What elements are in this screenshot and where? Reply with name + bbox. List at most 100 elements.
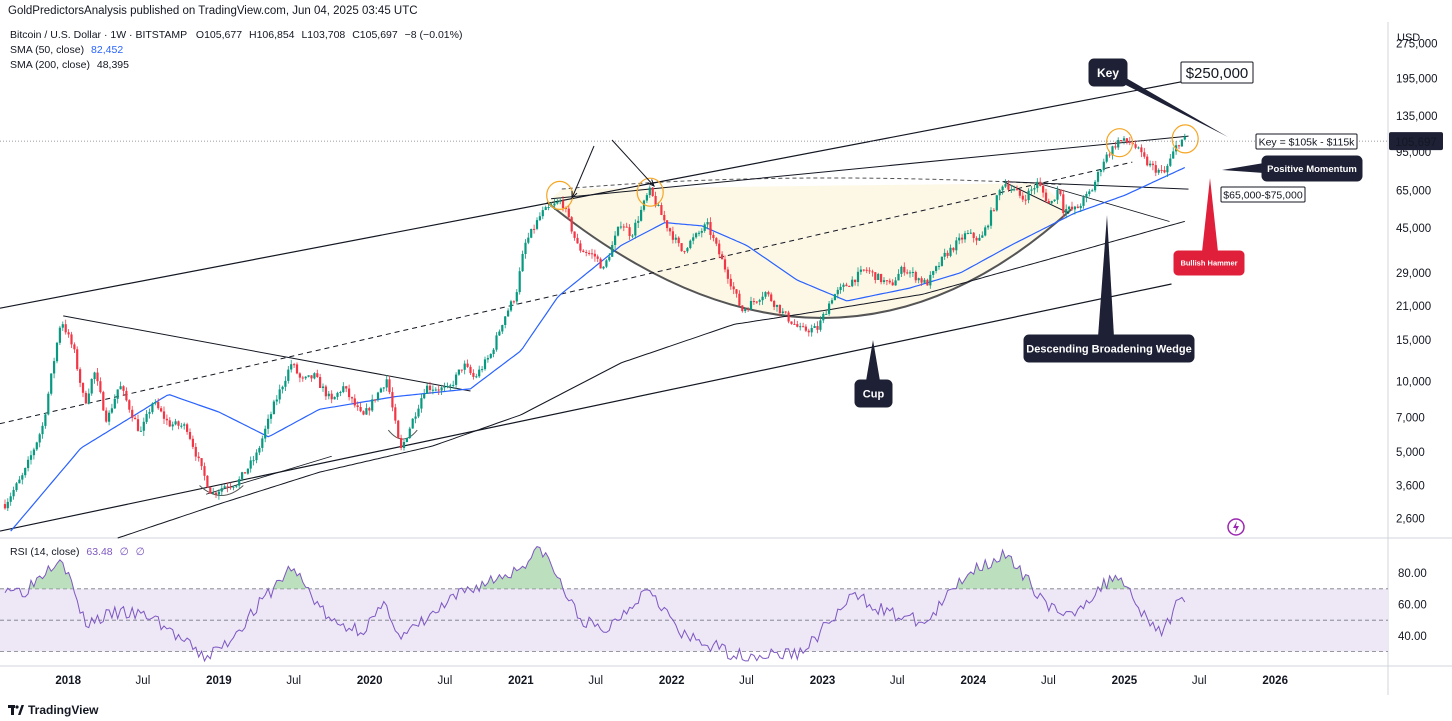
candle-body <box>362 411 365 415</box>
candle-body <box>238 479 241 486</box>
time-tick-label: Jul <box>438 675 453 687</box>
candle-body <box>41 425 44 435</box>
candle-body <box>1166 165 1169 173</box>
tradingview-brand[interactable]: TradingView <box>8 703 98 717</box>
candle-body <box>113 398 116 409</box>
candle-body <box>223 486 226 489</box>
candle-body <box>585 252 588 253</box>
price-tick-label: 15,000 <box>1396 335 1431 347</box>
candle-body <box>214 492 218 495</box>
candle-body <box>660 205 663 215</box>
candle-body <box>293 364 296 366</box>
candle-body <box>70 334 73 345</box>
price-tick-label: 275,000 <box>1396 39 1438 51</box>
candle-body <box>625 226 628 228</box>
sma50-legend[interactable]: SMA (50, close) 82,452 <box>10 44 123 56</box>
candle-body <box>287 369 290 381</box>
candle-body <box>877 274 880 280</box>
candle-body <box>963 233 967 240</box>
candle-body <box>284 380 287 387</box>
cup-pointer <box>866 340 880 381</box>
candle-body <box>93 372 96 380</box>
candle-body <box>134 417 137 420</box>
candle-body <box>160 408 163 412</box>
candle-body <box>119 386 122 390</box>
change-value: −8 (−0.01%) <box>404 29 463 41</box>
price-tick-label: 135,000 <box>1396 111 1438 123</box>
candle-body <box>932 271 935 275</box>
axis-unit-label: USD <box>1397 32 1420 44</box>
low-label: L <box>301 29 308 41</box>
candle-body <box>761 296 764 301</box>
sma50-label: SMA (50, close) <box>10 44 85 56</box>
candle-body <box>122 386 125 391</box>
candle-body <box>455 374 458 385</box>
candle-body <box>721 254 724 260</box>
candle-body <box>579 243 582 251</box>
target-label-text: $250,000 <box>1186 65 1249 82</box>
candle-body <box>307 375 310 377</box>
candle-body <box>1151 163 1154 166</box>
candle-body <box>929 274 932 286</box>
candle-body <box>981 235 984 238</box>
candle-body <box>290 364 293 370</box>
candle-body <box>1015 189 1019 191</box>
sma200-legend[interactable]: SMA (200, close) 48,395 <box>10 59 129 71</box>
lower-support-ray <box>205 455 332 495</box>
candle-body <box>27 459 30 469</box>
candle-body <box>674 237 677 240</box>
candle-body <box>891 282 894 286</box>
candle-body <box>414 416 417 419</box>
rsi-extra-2: ∅ <box>135 546 145 558</box>
candle-body <box>1111 146 1114 156</box>
candle-body <box>567 208 570 218</box>
candle-body <box>1065 209 1068 214</box>
support-arc <box>387 429 418 440</box>
candle-body <box>943 252 946 257</box>
time-tick-label: 2018 <box>55 675 81 687</box>
candle-body <box>978 237 981 241</box>
candle-body <box>84 392 87 404</box>
candle-body <box>330 393 333 400</box>
sma200-value: 48,395 <box>96 59 129 71</box>
candle-body <box>154 402 157 404</box>
candle-body <box>206 475 209 488</box>
time-axis[interactable]: 2018 Jul 2019 Jul 2020 Jul 2021 Jul 2022 Jul 2023 J… <box>55 675 1288 687</box>
candle-body <box>241 472 244 480</box>
candle-body <box>486 358 489 360</box>
candle-body <box>495 335 498 350</box>
candle-body <box>249 460 252 469</box>
candle-body <box>1068 206 1071 210</box>
symbol-legend[interactable]: Bitcoin / U.S. Dollar · 1W · BITSTAMP O1… <box>10 29 462 41</box>
candle-body <box>96 372 99 382</box>
candle-body <box>888 280 891 283</box>
candle-body <box>1082 197 1085 206</box>
candle-body <box>151 403 154 413</box>
candle-body <box>1079 205 1082 209</box>
candle-body <box>165 418 168 421</box>
candle-body <box>839 286 842 290</box>
candle-body <box>24 468 27 476</box>
candle-body <box>194 446 197 457</box>
candle-body <box>767 292 770 295</box>
candle-body <box>374 399 377 401</box>
pointer-arrow <box>571 145 595 199</box>
candle-body <box>706 222 709 225</box>
price-axis[interactable]: 2,600 3,600 5,000 7,000 10,000 15,000 21,000 29… <box>1396 39 1438 643</box>
rsi-legend[interactable]: RSI (14, close) 63.48 ∅ ∅ <box>10 546 145 558</box>
candle-body <box>749 301 753 310</box>
candle-body <box>1030 189 1033 191</box>
price-tick-label: 7,000 <box>1396 413 1425 425</box>
candle-body <box>692 237 695 241</box>
mid-channel-line <box>0 161 1133 425</box>
candle-body <box>53 361 56 374</box>
candle-body <box>29 455 33 460</box>
candle-body <box>845 284 848 287</box>
candle-body <box>217 491 220 495</box>
candle-body <box>125 390 128 401</box>
candle-body <box>616 226 620 236</box>
candle-body <box>148 412 151 414</box>
candle-body <box>504 316 507 325</box>
candle-body <box>602 266 605 269</box>
